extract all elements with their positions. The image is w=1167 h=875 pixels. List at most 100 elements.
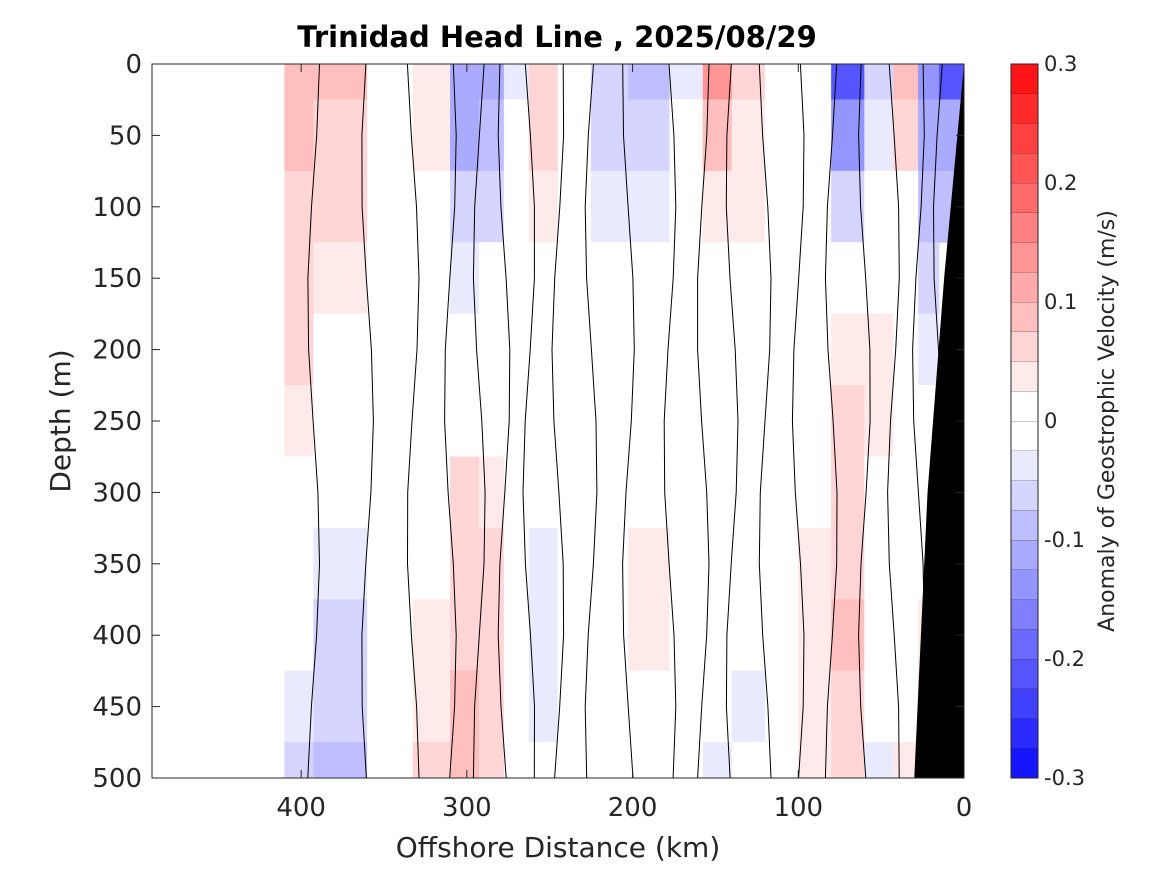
- heatmap-cell: [479, 527, 505, 600]
- heatmap-cell: [367, 742, 414, 778]
- colorbar-tick-label: 0.3: [1044, 52, 1077, 76]
- y-tick-label: 100: [92, 193, 142, 223]
- heatmap-cell: [450, 99, 480, 172]
- heatmap-cell: [284, 527, 314, 600]
- heatmap-cell: [798, 527, 832, 600]
- heatmap-cell: [284, 313, 314, 386]
- heatmap-cell: [313, 527, 368, 600]
- colorbar-band: [1011, 242, 1038, 273]
- heatmap-cell: [669, 99, 704, 172]
- heatmap-cell: [557, 385, 592, 457]
- heatmap-cell: [450, 385, 480, 457]
- zero-contour-line: [824, 64, 838, 778]
- heatmap-cell: [669, 64, 704, 100]
- zero-contour-line: [887, 64, 900, 778]
- y-tick-label: 400: [92, 621, 142, 651]
- heatmap-cell: [412, 527, 451, 600]
- heatmap-cell: [412, 64, 451, 100]
- zero-contour-line: [406, 64, 420, 778]
- heatmap-cell: [412, 456, 451, 529]
- heatmap-cell: [798, 385, 832, 457]
- colorbar-band: [1011, 302, 1038, 332]
- heatmap-cell: [503, 670, 530, 743]
- heatmap-cell: [367, 527, 414, 600]
- heatmap-cell: [628, 527, 671, 600]
- zero-contour-line: [622, 64, 635, 778]
- heatmap-cell: [528, 99, 559, 172]
- heatmap-cell: [669, 527, 704, 600]
- colorbar-band: [1011, 718, 1038, 749]
- heatmap-cell: [367, 599, 414, 672]
- colorbar-tick-label: -0.3: [1044, 766, 1085, 790]
- heatmap-cell: [864, 456, 894, 529]
- heatmap-cell: [628, 456, 671, 529]
- heatmap-cell: [503, 742, 530, 778]
- heatmap-cell: [893, 527, 919, 600]
- colorbar-tick-label: -0.1: [1044, 528, 1085, 552]
- heatmap-cell: [503, 64, 530, 100]
- zero-contour-line: [497, 64, 511, 778]
- colorbar-tick-label: 0.2: [1044, 171, 1077, 195]
- x-axis-label: Offshore Distance (km): [396, 831, 721, 864]
- heatmap-cell: [367, 313, 414, 386]
- heatmap-cell: [412, 99, 451, 172]
- heatmap-cell: [313, 99, 368, 172]
- zero-contour-line: [858, 64, 871, 778]
- heatmap-cell: [528, 742, 559, 778]
- heatmap-cell: [367, 242, 414, 315]
- heatmap-cell: [528, 313, 559, 386]
- heatmap-cell: [628, 99, 671, 172]
- heatmap-cell: [893, 456, 919, 529]
- zero-contour-line: [697, 64, 710, 778]
- heatmap-cell: [313, 170, 368, 243]
- heatmap-cell: [528, 242, 559, 315]
- heatmap-cell: [893, 64, 919, 100]
- colorbar-band: [1011, 659, 1038, 689]
- heatmap-cell: [798, 456, 832, 529]
- heatmap-cell: [831, 385, 865, 457]
- y-tick-label: 500: [92, 764, 142, 794]
- colorbar-band: [1011, 123, 1038, 154]
- y-tick-label: 300: [92, 478, 142, 508]
- heatmap-cell: [628, 385, 671, 457]
- heatmap-cell: [918, 313, 940, 386]
- heatmap-cell: [450, 599, 480, 672]
- zero-contour-line: [791, 64, 805, 778]
- heatmap-cell: [450, 313, 480, 386]
- colorbar-band: [1011, 93, 1038, 124]
- y-tick-label: 0: [125, 50, 142, 80]
- heatmap-cell: [313, 242, 368, 315]
- colorbar-band: [1011, 272, 1038, 302]
- heatmap-cell: [284, 99, 314, 172]
- heatmap-cell: [450, 742, 480, 778]
- heatmap-cell: [412, 670, 451, 743]
- heatmap-cell: [628, 64, 671, 100]
- heatmap-cell: [528, 456, 559, 529]
- heatmap-cell: [367, 170, 414, 243]
- heatmap-cell: [731, 670, 766, 743]
- heatmap-cell: [450, 527, 480, 600]
- heatmap-cell: [590, 385, 629, 457]
- heatmap-cell: [313, 456, 368, 529]
- heatmap-cell: [702, 742, 733, 778]
- heatmap-cell: [284, 170, 314, 243]
- heatmap-cell: [628, 670, 671, 743]
- heatmap-cell: [764, 670, 799, 743]
- colorbar-tick-label: -0.2: [1044, 647, 1085, 671]
- y-tick-label: 350: [92, 550, 142, 580]
- heatmap-cell: [313, 670, 368, 743]
- heatmap-cell: [450, 64, 480, 100]
- heatmap-cell: [503, 599, 530, 672]
- chart-title: Trinidad Head Line , 2025/08/29: [297, 20, 817, 54]
- heatmap-cell: [528, 527, 559, 600]
- heatmap-cell: [702, 527, 733, 600]
- colorbar-band: [1011, 64, 1038, 94]
- x-axis: 400 300 200 100 0: [276, 64, 972, 823]
- heatmap-cell: [590, 742, 629, 778]
- seafloor-bathymetry: [914, 64, 964, 778]
- colorbar-band: [1011, 688, 1038, 719]
- heatmap-cell: [731, 742, 766, 778]
- heatmap-cell: [731, 313, 766, 386]
- zero-contour-line: [444, 64, 457, 778]
